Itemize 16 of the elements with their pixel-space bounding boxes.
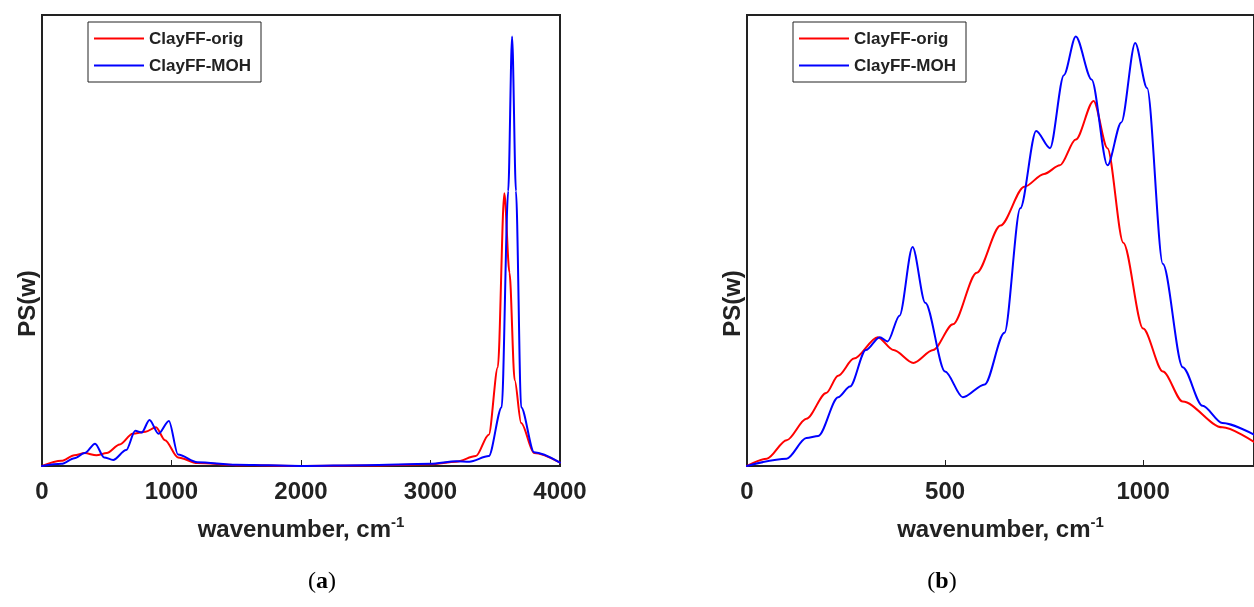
text: (a) bbox=[307, 567, 337, 594]
legend-label: ClayFF-MOH bbox=[854, 56, 956, 75]
y-axis-title: PS(w) bbox=[12, 270, 40, 337]
text: (b) bbox=[926, 567, 958, 594]
x-tick-label: 500 bbox=[925, 476, 966, 504]
y-axis-title: PS(w) bbox=[717, 270, 745, 337]
legend-label: ClayFF-MOH bbox=[149, 56, 251, 75]
x-tick-label: 1000 bbox=[1116, 476, 1170, 504]
x-tick-label: 1000 bbox=[144, 476, 199, 504]
x-tick-label: 0 bbox=[740, 476, 754, 504]
legend-label: ClayFF-orig bbox=[149, 29, 244, 48]
x-tick-label: 0 bbox=[35, 476, 49, 504]
legend-label: ClayFF-orig bbox=[854, 29, 949, 48]
x-tick-label: 3000 bbox=[403, 476, 458, 504]
x-tick-label: 4000 bbox=[533, 476, 587, 504]
x-tick-label: 2000 bbox=[274, 476, 328, 504]
